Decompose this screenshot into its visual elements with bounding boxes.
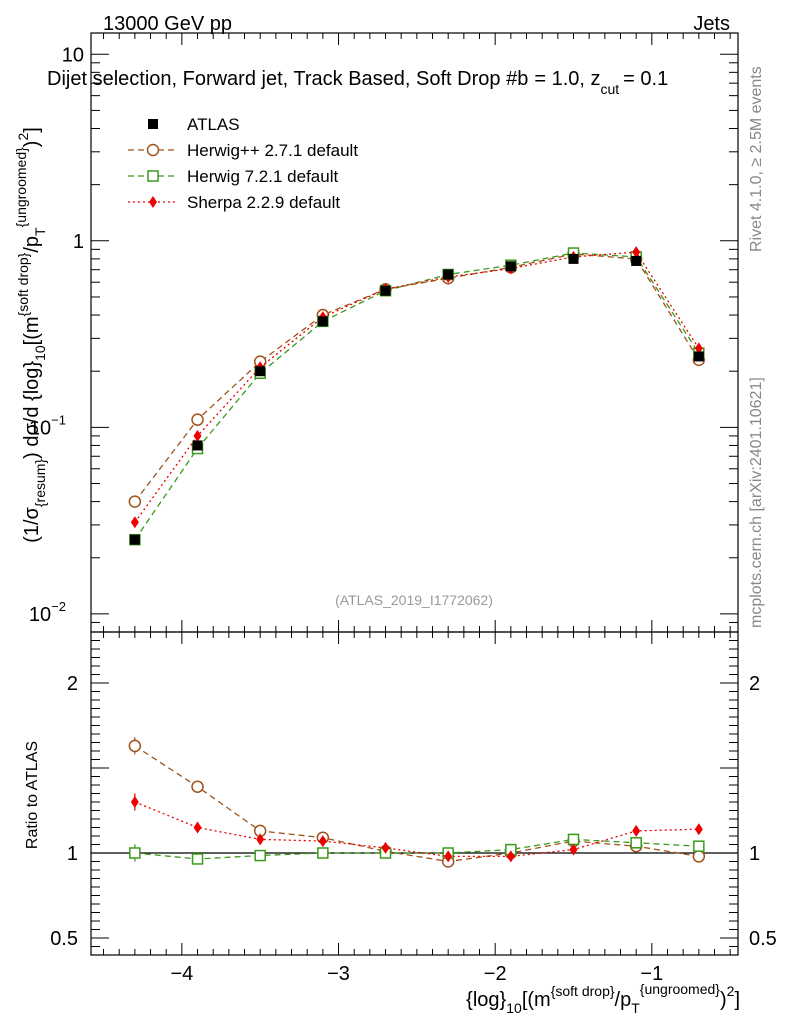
analysis-watermark: (ATLAS_2019_I1772062) <box>335 592 493 608</box>
x-tick-label: −3 <box>327 963 350 985</box>
main-line-herwigpp <box>134 253 700 502</box>
main-point-data <box>255 366 266 377</box>
legend-label-herwigpp: Herwig++ 2.7.1 default <box>187 141 358 160</box>
ratio-point-herwig7 <box>317 847 329 859</box>
energy-label: 13000 GeV pp <box>103 13 232 35</box>
ratio-point-herwig7 <box>567 833 580 846</box>
plot-title: Dijet selection, Forward jet, Track Base… <box>47 68 668 97</box>
ratio-point-herwigpp <box>128 739 142 753</box>
ratio-point-sherpa <box>506 850 515 863</box>
ratio-point-sherpa <box>318 835 327 848</box>
mcplots-label: mcplots.cern.ch [arXiv:2401.10621] <box>748 377 765 628</box>
main-point-data <box>693 351 704 362</box>
ratio-point-herwig7 <box>630 837 642 849</box>
ratio-point-sherpa <box>632 824 641 837</box>
ratio-y-tick-label-left: 0.5 <box>50 928 78 950</box>
title-main: Dijet selection, Forward jet, Track Base… <box>47 68 528 90</box>
main-y-tick-label: 10−2 <box>29 599 66 626</box>
legend-marker-sherpa <box>149 196 157 208</box>
main-line-sherpa <box>134 251 700 523</box>
x-tick-label: −1 <box>640 963 663 985</box>
title-tail: = 1.0, z <box>534 68 600 90</box>
ratio-point-sherpa <box>256 833 265 846</box>
ratio-point-sherpa <box>193 821 202 834</box>
ratio-point-sherpa <box>130 796 139 808</box>
main-line-herwig7 <box>134 252 700 541</box>
ratio-y-tick-label-right: 1 <box>749 843 760 865</box>
legend-label-herwig7: Herwig 7.2.1 default <box>187 167 338 186</box>
main-point-data <box>568 253 579 264</box>
main-point-herwigpp <box>128 495 142 508</box>
ratio-point-herwigpp <box>191 780 204 793</box>
main-y-tick-label: 10 <box>62 44 84 66</box>
ratio-point-herwig7 <box>693 840 705 852</box>
legend-marker-data <box>148 119 158 129</box>
main-y-axis-label: (1/σ{resum}) dσ/d {log}10[(m{soft drop}/… <box>13 127 48 543</box>
main-y-tick-label: 10−1 <box>29 412 66 439</box>
main-point-sherpa <box>193 429 202 442</box>
main-point-data <box>192 440 203 451</box>
ratio-point-sherpa <box>569 843 578 856</box>
rivet-label: Rivet 4.1.0, ≥ 2.5M events <box>748 66 765 252</box>
main-point-data <box>317 316 328 327</box>
x-tick-label: −4 <box>170 963 193 985</box>
ratio-point-herwig7 <box>191 853 204 865</box>
title-end: = 0.1 <box>623 68 668 90</box>
ratio-line-sherpa <box>134 801 699 858</box>
main-point-herwigpp <box>191 413 204 426</box>
ratio-y-tick-label-left: 2 <box>67 673 78 695</box>
ratio-point-herwigpp <box>692 850 706 863</box>
ratio-plot-frame <box>90 631 739 956</box>
ratio-point-sherpa <box>444 850 453 863</box>
ratio-point-herwig7 <box>254 849 266 862</box>
ratio-line-herwigpp <box>134 745 699 863</box>
main-point-sherpa <box>632 246 641 259</box>
ratio-point-sherpa <box>694 823 703 836</box>
main-point-data <box>631 255 642 266</box>
main-point-data <box>129 534 140 545</box>
ratio-point-sherpa <box>381 841 390 854</box>
x-axis-label: {log}10[(m{soft drop}/pT{ungroomed})2] <box>466 981 740 1016</box>
process-label: Jets <box>693 13 730 35</box>
ratio-point-herwig7 <box>129 847 141 859</box>
ratio-y-tick-label-right: 2 <box>749 673 760 695</box>
legend-marker-herwig7 <box>147 170 159 182</box>
main-point-sherpa <box>694 342 703 355</box>
ratio-y-tick-label-left: 1 <box>67 843 78 865</box>
x-tick-label: −2 <box>484 963 507 985</box>
legend-marker-herwigpp <box>146 143 160 157</box>
main-point-data <box>443 269 454 280</box>
title-sub: cut <box>600 81 619 97</box>
main-point-data <box>380 285 391 296</box>
main-point-data <box>505 261 516 272</box>
main-point-sherpa <box>130 516 139 529</box>
plot-layer: −4 −3 −2 −1 10−2 10−1 1 10 0.5 0.5 1 1 2 2 ATLAS Herwig… <box>29 32 777 985</box>
legend-label-data: ATLAS <box>187 115 240 134</box>
legend-label-sherpa: Sherpa 2.2.9 default <box>187 193 340 212</box>
ratio-y-axis-label: Ratio to ATLAS <box>24 741 41 849</box>
ratio-y-tick-label-right: 0.5 <box>749 928 777 950</box>
ratio-line-herwig7 <box>134 838 699 860</box>
main-y-tick-label: 1 <box>73 231 84 253</box>
